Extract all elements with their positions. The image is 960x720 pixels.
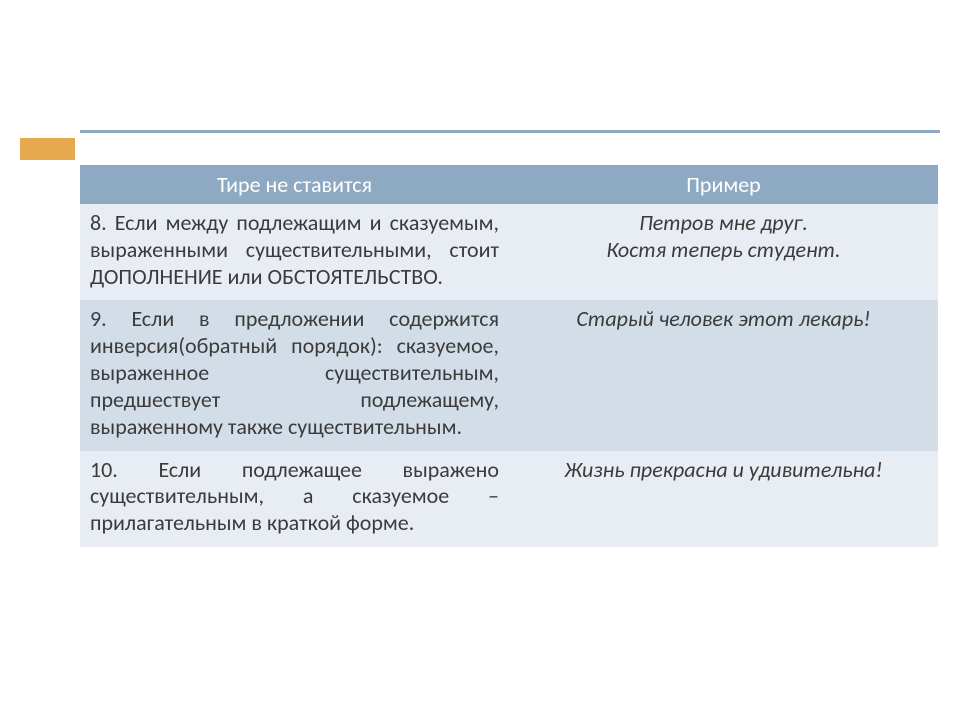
rule-cell: 9. Если в предложении содержится инверси… bbox=[80, 300, 509, 450]
accent-box bbox=[20, 138, 75, 160]
example-cell: Старый человек этот лекарь! bbox=[509, 300, 938, 450]
example-cell: Жизнь прекрасна и удивительна! bbox=[509, 451, 938, 547]
example-cell: Петров мне друг.Костя теперь студент. bbox=[509, 204, 938, 300]
rules-table: Тире не ставится Пример 8. Если между по… bbox=[80, 165, 938, 547]
rule-cell: 10. Если подлежащее выражено существител… bbox=[80, 451, 509, 547]
table-header-row: Тире не ставится Пример bbox=[80, 165, 938, 204]
rule-cell: 8. Если между подлежащим и сказуемым, вы… bbox=[80, 204, 509, 300]
top-divider bbox=[80, 130, 940, 133]
table-row: 8. Если между подлежащим и сказуемым, вы… bbox=[80, 204, 938, 300]
col-header-rule: Тире не ставится bbox=[80, 165, 509, 204]
col-header-example: Пример bbox=[509, 165, 938, 204]
table-row: 9. Если в предложении содержится инверси… bbox=[80, 300, 938, 450]
slide: Тире не ставится Пример 8. Если между по… bbox=[0, 0, 960, 720]
table-row: 10. Если подлежащее выражено существител… bbox=[80, 451, 938, 547]
